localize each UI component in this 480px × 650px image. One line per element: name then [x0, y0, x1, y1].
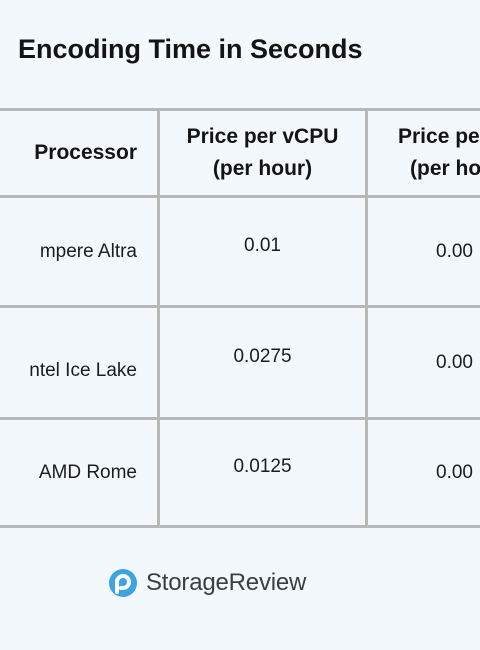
table-row: ntel Ice Lake 0.0275 0.00 — [0, 305, 480, 420]
table-container: Processor Price per vCPU (per hour) Pric… — [0, 108, 480, 528]
header-processor: Processor — [0, 108, 160, 198]
cell-processor: ntel Ice Lake — [0, 305, 160, 420]
header-price-other-line2: (per ho — [410, 157, 480, 180]
cell-price-other: 0.00 — [365, 417, 480, 528]
storagereview-logo: StorageReview — [108, 568, 306, 598]
cell-price-per-vcpu: 0.0125 — [157, 417, 368, 528]
cell-price-other: 0.00 — [365, 305, 480, 420]
cell-price-per-vcpu: 0.0275 — [157, 305, 368, 420]
table-row: AMD Rome 0.0125 0.00 — [0, 417, 480, 528]
table-header-row: Processor Price per vCPU (per hour) Pric… — [0, 108, 480, 198]
logo-text: StorageReview — [146, 569, 307, 596]
header-price-per-vcpu-line1: Price per vCPU — [186, 125, 339, 148]
cell-processor: AMD Rome — [0, 417, 160, 528]
table-row: mpere Altra 0.01 0.00 — [0, 195, 480, 308]
storagereview-logo-icon — [109, 569, 137, 597]
header-price-per-vcpu-line2: (per hour) — [212, 157, 313, 180]
header-price-other-line1: Price pe — [398, 125, 480, 148]
header-price-per-vcpu: Price per vCPU (per hour) — [157, 108, 368, 198]
header-price-other: Price pe (per ho — [365, 108, 480, 198]
chart-title: Encoding Time in Seconds — [18, 34, 363, 64]
cell-price-per-vcpu: 0.01 — [157, 195, 368, 308]
cell-price-other: 0.00 — [365, 195, 480, 308]
cell-processor: mpere Altra — [0, 195, 160, 308]
encoding-table: Processor Price per vCPU (per hour) Pric… — [0, 108, 480, 528]
